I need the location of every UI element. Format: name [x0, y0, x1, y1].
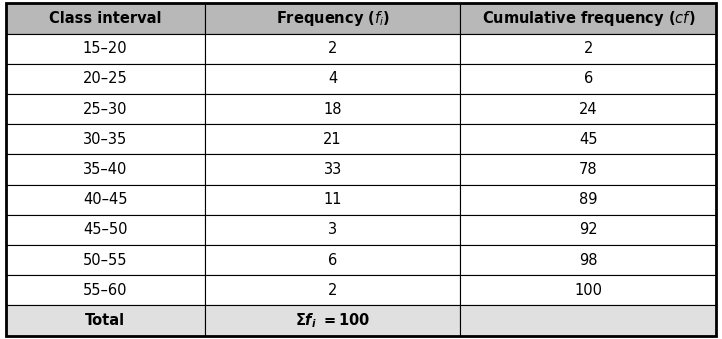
- Bar: [6, 94, 205, 124]
- Bar: [6, 3, 205, 34]
- Bar: [6, 275, 205, 305]
- Bar: [205, 305, 461, 336]
- Bar: [461, 245, 716, 275]
- Bar: [461, 185, 716, 215]
- Bar: [6, 64, 205, 94]
- Text: 78: 78: [579, 162, 598, 177]
- Text: 45–50: 45–50: [83, 222, 128, 237]
- Bar: [461, 154, 716, 185]
- Text: 50–55: 50–55: [83, 253, 128, 267]
- Bar: [6, 154, 205, 185]
- Bar: [461, 34, 716, 64]
- Text: 92: 92: [579, 222, 598, 237]
- Text: 30–35: 30–35: [83, 132, 127, 147]
- Text: 6: 6: [583, 72, 593, 86]
- Bar: [6, 245, 205, 275]
- Bar: [461, 275, 716, 305]
- Text: 89: 89: [579, 192, 598, 207]
- Text: 35–40: 35–40: [83, 162, 127, 177]
- Text: 18: 18: [323, 102, 342, 117]
- Bar: [461, 124, 716, 154]
- Text: 33: 33: [323, 162, 342, 177]
- Text: 40–45: 40–45: [83, 192, 128, 207]
- Text: $\bf{\Sigma}$$\bfit{f_i}$ $\bf{= 100}$: $\bf{\Sigma}$$\bfit{f_i}$ $\bf{= 100}$: [295, 311, 370, 330]
- Bar: [205, 185, 461, 215]
- Bar: [461, 3, 716, 34]
- Text: 45: 45: [579, 132, 598, 147]
- Bar: [205, 215, 461, 245]
- Text: 25–30: 25–30: [83, 102, 128, 117]
- Bar: [205, 3, 461, 34]
- Text: 15–20: 15–20: [83, 41, 128, 56]
- Text: 11: 11: [323, 192, 342, 207]
- Text: 3: 3: [328, 222, 337, 237]
- Text: 2: 2: [328, 41, 337, 56]
- Text: Class interval: Class interval: [49, 11, 162, 26]
- Bar: [205, 34, 461, 64]
- Text: Total: Total: [85, 313, 126, 328]
- Bar: [205, 94, 461, 124]
- Bar: [461, 94, 716, 124]
- Text: 24: 24: [579, 102, 598, 117]
- Text: 2: 2: [583, 41, 593, 56]
- Text: 21: 21: [323, 132, 342, 147]
- Bar: [205, 124, 461, 154]
- Text: 2: 2: [328, 283, 337, 298]
- Text: 98: 98: [579, 253, 598, 267]
- Bar: [6, 124, 205, 154]
- Bar: [6, 185, 205, 215]
- Text: 4: 4: [328, 72, 337, 86]
- Text: 55–60: 55–60: [83, 283, 128, 298]
- Text: 20–25: 20–25: [83, 72, 128, 86]
- Bar: [205, 275, 461, 305]
- Text: Frequency ($f_i$): Frequency ($f_i$): [276, 9, 390, 28]
- Text: 6: 6: [328, 253, 337, 267]
- Bar: [6, 305, 205, 336]
- Bar: [461, 215, 716, 245]
- Bar: [205, 154, 461, 185]
- Bar: [6, 215, 205, 245]
- Bar: [461, 64, 716, 94]
- Text: Cumulative frequency ($cf$): Cumulative frequency ($cf$): [482, 9, 695, 28]
- Bar: [205, 245, 461, 275]
- Bar: [205, 64, 461, 94]
- Text: 100: 100: [574, 283, 602, 298]
- Bar: [461, 305, 716, 336]
- Bar: [6, 34, 205, 64]
